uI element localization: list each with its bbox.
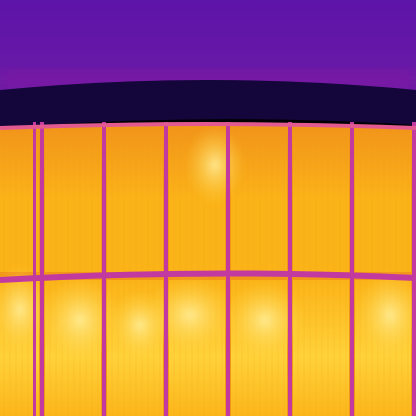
panel-frame-vertical [164, 122, 168, 416]
panel-cell-top [293, 130, 349, 272]
panel-frame-top-rail [0, 122, 416, 130]
thermal-hotspot [355, 270, 416, 360]
panel-frame-vertical [226, 122, 230, 416]
panel-frame-vertical [350, 122, 354, 416]
panel-frame-vertical [412, 122, 416, 416]
solar-panel-array [0, 122, 416, 416]
thermal-hotspot [0, 265, 50, 355]
panel-frame-vertical [102, 122, 106, 416]
panel-frame-vertical [33, 122, 36, 416]
thermal-hotspot [110, 290, 170, 360]
panel-frame-vertical [40, 122, 44, 416]
panel-frame-mid-rail [0, 270, 416, 283]
panel-cell-bottom [293, 280, 349, 416]
panel-frame-vertical [288, 122, 292, 416]
panel-cell-top [355, 130, 411, 272]
panel-cell-top [0, 130, 39, 272]
thermal-hotspot [40, 275, 120, 365]
panel-cell-top [45, 130, 101, 272]
thermal-hotspot [225, 280, 305, 360]
thermal-hotspot [185, 125, 245, 205]
roof-eave [0, 80, 416, 128]
panel-cell-top [107, 130, 163, 272]
